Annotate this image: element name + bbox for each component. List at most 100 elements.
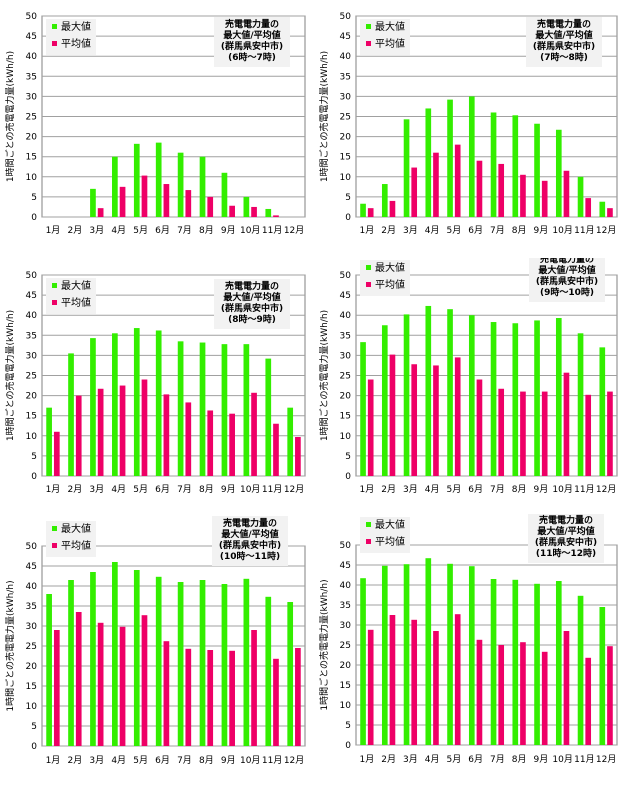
bar-max bbox=[425, 305, 432, 476]
bar-max bbox=[599, 201, 606, 217]
bar-avg bbox=[75, 395, 82, 476]
bar-max bbox=[447, 99, 453, 217]
bar-avg bbox=[607, 391, 613, 476]
x-tick-label: 11月 bbox=[262, 755, 282, 766]
bar-avg bbox=[607, 208, 613, 217]
legend-label: 平均値 bbox=[61, 539, 91, 552]
bar-max bbox=[534, 123, 540, 217]
y-tick-label: 35 bbox=[26, 331, 37, 341]
y-axis-label: 1時間ごとの売電電力量(kWh/h) bbox=[318, 310, 330, 441]
y-tick-label: 50 bbox=[26, 271, 38, 281]
bar-avg bbox=[119, 626, 126, 746]
y-tick-label: 0 bbox=[345, 472, 351, 482]
bar-max bbox=[360, 342, 366, 476]
x-tick-label: 8月 bbox=[199, 225, 214, 236]
bar-avg bbox=[454, 144, 461, 217]
bar-avg bbox=[433, 152, 439, 217]
y-tick-label: 30 bbox=[26, 351, 38, 361]
chart-svg: 0 5 10 15 20 25 30 35 40 45 50 1時間ごとの売電電力量(kWh/h) 1月… bbox=[4, 271, 306, 495]
bar-max bbox=[177, 582, 184, 746]
y-tick-label: 20 bbox=[26, 392, 38, 402]
y-tick-label: 20 bbox=[340, 392, 352, 402]
bar-max bbox=[221, 172, 228, 217]
y-axis-label: 1時間ごとの売電電力量(kWh/h) bbox=[318, 51, 330, 182]
legend-swatch bbox=[366, 41, 371, 46]
y-tick-label: 10 bbox=[26, 702, 38, 712]
legend-label: 平均値 bbox=[375, 278, 405, 291]
bar-avg bbox=[75, 612, 82, 746]
x-tick-label: 3月 bbox=[403, 754, 418, 765]
bar-avg bbox=[454, 614, 461, 745]
bar-max bbox=[512, 115, 519, 217]
x-tick-label: 7月 bbox=[177, 484, 192, 495]
y-tick-label: 30 bbox=[340, 351, 352, 361]
bar-avg bbox=[563, 372, 570, 476]
y-tick-label: 25 bbox=[26, 113, 37, 123]
x-tick-label: 5月 bbox=[133, 484, 148, 495]
bar-max bbox=[599, 347, 606, 476]
bar-avg bbox=[367, 629, 374, 745]
x-tick-label: 12月 bbox=[284, 755, 304, 766]
bar-max bbox=[243, 578, 250, 746]
y-tick-label: 40 bbox=[26, 582, 38, 592]
x-tick-label: 10月 bbox=[240, 225, 260, 236]
bar-avg bbox=[97, 388, 104, 476]
bar-avg bbox=[229, 650, 235, 746]
x-tick-label: 9月 bbox=[221, 484, 236, 495]
y-tick-label: 35 bbox=[26, 602, 37, 612]
bar-max bbox=[534, 583, 540, 745]
x-tick-label: 2月 bbox=[381, 754, 396, 765]
bar-max bbox=[287, 602, 294, 746]
bar-max bbox=[555, 318, 562, 476]
x-tick-label: 3月 bbox=[89, 225, 104, 236]
bar-max bbox=[90, 188, 96, 217]
x-tick-label: 7月 bbox=[490, 225, 505, 236]
x-tick-label: 1月 bbox=[46, 484, 61, 495]
bar-avg bbox=[229, 413, 235, 476]
y-tick-label: 10 bbox=[340, 701, 352, 711]
x-tick-label: 11月 bbox=[574, 754, 594, 765]
bar-avg bbox=[207, 410, 214, 476]
y-tick-label: 45 bbox=[340, 561, 351, 571]
legend-swatch bbox=[52, 543, 57, 548]
bar-max bbox=[243, 196, 250, 217]
bar-max bbox=[265, 358, 272, 476]
bar-avg bbox=[411, 167, 418, 217]
y-tick-label: 25 bbox=[340, 641, 351, 651]
chart-panel-11-12: 0 5 10 15 20 25 30 35 40 45 50 1時間ごとの売電電力量(kWh/h) 1月… bbox=[314, 513, 629, 782]
y-tick-label: 15 bbox=[26, 153, 37, 163]
legend-swatch bbox=[52, 283, 57, 288]
bar-avg bbox=[389, 354, 396, 476]
x-tick-label: 2月 bbox=[381, 225, 396, 236]
y-tick-label: 20 bbox=[26, 133, 38, 143]
bar-avg bbox=[141, 615, 148, 746]
bar-max bbox=[155, 576, 162, 746]
x-tick-label: 4月 bbox=[425, 754, 440, 765]
bar-avg bbox=[389, 200, 396, 217]
x-tick-label: 11月 bbox=[262, 225, 282, 236]
y-tick-label: 0 bbox=[31, 213, 37, 223]
x-tick-label: 12月 bbox=[596, 225, 616, 236]
y-tick-label: 15 bbox=[26, 412, 37, 422]
y-tick-label: 10 bbox=[26, 432, 38, 442]
y-tick-label: 25 bbox=[340, 372, 351, 382]
x-tick-label: 9月 bbox=[221, 755, 236, 766]
y-tick-label: 30 bbox=[340, 621, 352, 631]
title-line: 最大値/平均値 bbox=[537, 525, 594, 537]
y-tick-label: 35 bbox=[26, 72, 37, 82]
y-tick-label: 35 bbox=[340, 331, 351, 341]
title-line: 売電電力量の bbox=[225, 280, 279, 292]
y-tick-label: 15 bbox=[340, 681, 351, 691]
bar-avg bbox=[498, 388, 505, 476]
bar-avg bbox=[607, 646, 613, 745]
bar-max bbox=[403, 564, 410, 745]
x-tick-label: 5月 bbox=[447, 754, 462, 765]
x-tick-label: 4月 bbox=[111, 225, 126, 236]
bar-max bbox=[265, 208, 272, 217]
x-tick-label: 10月 bbox=[552, 225, 572, 236]
x-tick-label: 1月 bbox=[46, 225, 61, 236]
y-axis-label: 1時間ごとの売電電力量(kWh/h) bbox=[318, 579, 330, 710]
